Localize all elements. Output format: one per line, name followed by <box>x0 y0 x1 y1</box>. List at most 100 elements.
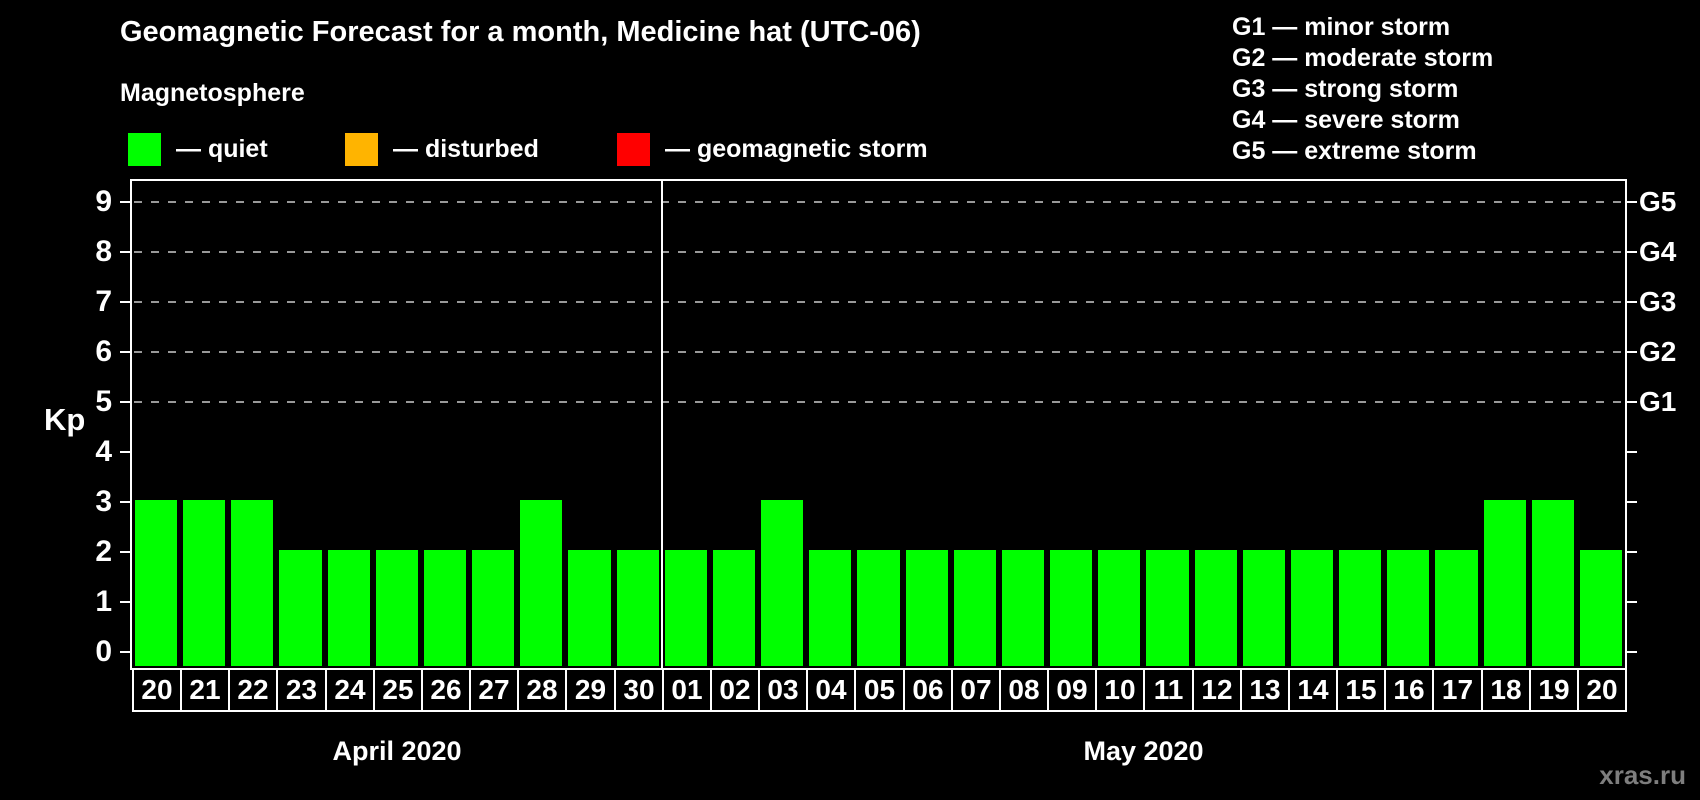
kp-bar <box>1291 550 1333 666</box>
y-axis-tick-right <box>1625 551 1637 553</box>
day-label: 06 <box>903 668 953 712</box>
g-level-label-g5: G5 <box>1639 186 1677 217</box>
y-axis-tick-label: 0 <box>95 635 112 668</box>
kp-bar <box>1387 550 1429 666</box>
gridline-kp9 <box>134 201 1623 203</box>
day-label: 01 <box>662 668 712 712</box>
y-axis-tick-label: 9 <box>95 185 112 218</box>
kp-bar <box>424 550 466 666</box>
kp-bar <box>713 550 755 666</box>
day-label: 23 <box>276 668 327 712</box>
kp-bar <box>1146 550 1189 666</box>
disturbed-color-swatch <box>345 133 378 166</box>
day-label: 19 <box>1529 668 1579 712</box>
day-label: 24 <box>325 668 375 712</box>
day-label: 02 <box>710 668 760 712</box>
storm-color-swatch <box>617 133 650 166</box>
g-scale-legend-line: G3 — strong storm <box>1232 75 1459 103</box>
kp-bar <box>1195 550 1237 666</box>
day-label: 29 <box>565 668 616 712</box>
day-label: 20 <box>1577 668 1627 712</box>
day-label: 16 <box>1384 668 1434 712</box>
day-label: 26 <box>421 668 471 712</box>
y-axis-tick <box>120 651 132 653</box>
month-divider <box>661 181 663 668</box>
day-label: 20 <box>132 668 182 712</box>
y-axis-tick <box>120 351 132 353</box>
y-axis-tick-label: 3 <box>95 485 112 518</box>
day-label: 17 <box>1432 668 1483 712</box>
kp-bar <box>1435 550 1478 666</box>
g-scale-legend-line: G1 — minor storm <box>1232 13 1451 41</box>
y-axis-tick <box>120 201 132 203</box>
y-axis-tick <box>120 551 132 553</box>
kp-bar <box>1532 500 1574 666</box>
day-label: 27 <box>469 668 519 712</box>
kp-bar <box>906 550 948 666</box>
kp-bar <box>954 550 996 666</box>
day-label: 18 <box>1481 668 1531 712</box>
day-label: 08 <box>999 668 1049 712</box>
y-axis-tick-label: 8 <box>95 235 112 268</box>
watermark: xras.ru <box>1599 760 1686 790</box>
y-axis-tick <box>120 301 132 303</box>
g-scale-legend: G1 — minor storm G2 — moderate storm G3 … <box>1232 12 1493 167</box>
legend-item-geomagnetic-storm: — geomagnetic storm <box>617 133 928 166</box>
day-label: 30 <box>614 668 664 712</box>
gridline-kp7 <box>134 301 1623 303</box>
g-level-label-g4: G4 <box>1639 236 1677 267</box>
kp-bar <box>568 550 611 666</box>
kp-bar <box>328 550 370 666</box>
g-level-label-g2: G2 <box>1639 336 1677 367</box>
y-axis-tick-label: 1 <box>95 585 112 618</box>
kp-bar <box>183 500 225 666</box>
day-label: 11 <box>1143 668 1194 712</box>
gridline-kp6 <box>134 351 1623 353</box>
y-axis-tick-right <box>1625 601 1637 603</box>
kp-bar <box>617 550 659 666</box>
kp-bar <box>231 500 273 666</box>
legend-item-quiet: — quiet <box>128 133 268 166</box>
day-label: 12 <box>1192 668 1242 712</box>
kp-bar <box>1098 550 1140 666</box>
kp-bar <box>1002 550 1044 666</box>
g-level-label-g3: G3 <box>1639 286 1677 317</box>
day-label: 10 <box>1095 668 1145 712</box>
g-scale-legend-line: G5 — extreme storm <box>1232 137 1477 165</box>
y-axis-tick-right <box>1625 401 1637 403</box>
kp-bar <box>857 550 900 666</box>
kp-bar <box>376 550 418 666</box>
y-axis-tick-right <box>1625 201 1637 203</box>
legend-label-geomagnetic-storm: — geomagnetic storm <box>665 135 928 163</box>
day-label: 07 <box>951 668 1001 712</box>
y-axis-tick-label: 2 <box>95 535 112 568</box>
legend-item-disturbed: — disturbed <box>345 133 539 166</box>
kp-bar <box>472 550 514 666</box>
y-axis-tick-label: 7 <box>95 285 112 318</box>
kp-bar <box>665 550 707 666</box>
y-axis-tick-label: 6 <box>95 335 112 368</box>
kp-bar <box>761 500 803 666</box>
y-axis-tick <box>120 451 132 453</box>
y-axis-tick-right <box>1625 501 1637 503</box>
legend-label-quiet: — quiet <box>176 135 268 163</box>
day-label: 15 <box>1336 668 1386 712</box>
day-label: 09 <box>1047 668 1097 712</box>
gridline-kp8 <box>134 251 1623 253</box>
kp-bar <box>1050 550 1092 666</box>
kp-bar <box>809 550 851 666</box>
y-axis-tick <box>120 601 132 603</box>
month-label: April 2020 <box>332 736 462 766</box>
y-axis-tick-right <box>1625 651 1637 653</box>
y-axis-tick <box>120 251 132 253</box>
day-label: 25 <box>373 668 423 712</box>
y-axis-tick <box>120 501 132 503</box>
kp-bar <box>1243 550 1285 666</box>
kp-bar <box>135 500 177 666</box>
magnetosphere-legend-heading: Magnetosphere <box>120 79 305 107</box>
y-axis-tick <box>120 401 132 403</box>
kp-bar <box>1484 500 1526 666</box>
day-label: 21 <box>180 668 230 712</box>
day-label: 03 <box>758 668 808 712</box>
